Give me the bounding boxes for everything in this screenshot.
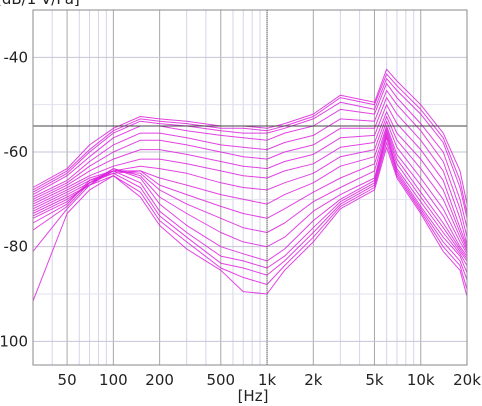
series-line-12 bbox=[32, 127, 468, 259]
y-tick-label: -60 bbox=[4, 143, 29, 161]
x-tick-label: 1k bbox=[258, 371, 277, 389]
x-tick-label: 100 bbox=[99, 371, 128, 389]
x-tick-label: 10k bbox=[407, 371, 435, 389]
series-line-15 bbox=[32, 134, 468, 273]
x-tick-label: 2k bbox=[304, 371, 323, 389]
plot-frame bbox=[32, 9, 468, 366]
y-tick-label: -80 bbox=[4, 238, 29, 256]
series-line-3 bbox=[32, 78, 468, 219]
x-tick-label: 50 bbox=[58, 371, 77, 389]
x-tick-labels: 50 100 200 500 1k 2k 5k 10k 20k bbox=[58, 371, 482, 389]
x-tick-label: 20k bbox=[453, 371, 481, 389]
x-tick-label: 500 bbox=[206, 371, 235, 389]
series-group bbox=[32, 68, 468, 302]
y-tick-label: -100 bbox=[0, 332, 28, 350]
series-line-18 bbox=[32, 146, 468, 302]
x-axis-label: [Hz] bbox=[238, 387, 269, 405]
y-tick-labels: -40 -60 -80 -100 bbox=[0, 48, 28, 350]
reference-lines bbox=[33, 10, 467, 365]
x-tick-label: 5k bbox=[365, 371, 384, 389]
series-line-16 bbox=[32, 137, 468, 280]
x-tick-label: 200 bbox=[145, 371, 174, 389]
series-line-7 bbox=[32, 104, 468, 247]
y-tick-label: -40 bbox=[4, 48, 29, 66]
series-line-17 bbox=[32, 142, 468, 290]
series-line-8 bbox=[32, 111, 468, 250]
series-line-4 bbox=[32, 82, 468, 228]
y-axis-label: [dB/1 V/Pa] bbox=[0, 0, 80, 8]
series-line-14 bbox=[32, 132, 468, 266]
series-line-6 bbox=[32, 97, 468, 245]
series-line-2 bbox=[32, 73, 468, 214]
